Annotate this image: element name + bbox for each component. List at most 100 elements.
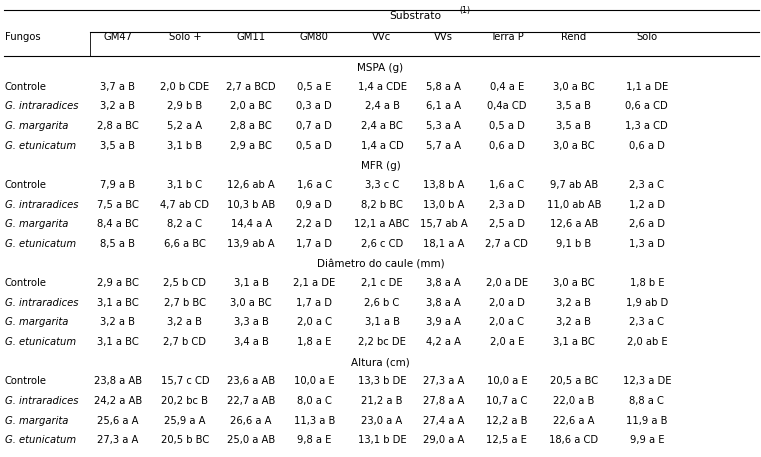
Text: 16,8 b BC: 16,8 b BC [0, 456, 1, 457]
Text: 25,9 a A: 25,9 a A [164, 416, 205, 425]
Text: 2,4 a B: 2,4 a B [365, 101, 400, 111]
Text: 2,0 a C: 2,0 a C [489, 318, 524, 327]
Text: G. margarita: G. margarita [5, 318, 68, 327]
Text: 0,5 a E: 0,5 a E [297, 82, 332, 91]
Text: 17,2 a BCD: 17,2 a BCD [0, 456, 1, 457]
Text: 2,6 b C: 2,6 b C [365, 298, 400, 308]
Text: 13,8 b A: 13,8 b A [423, 180, 464, 190]
Text: 3,3 a B: 3,3 a B [234, 318, 269, 327]
Text: 20,5 a BC: 20,5 a BC [549, 377, 598, 386]
Text: 3,1 b B: 3,1 b B [167, 141, 202, 150]
Text: Controle: Controle [5, 82, 46, 91]
Text: 0,9 a D: 0,9 a D [296, 200, 333, 209]
Text: 0,5 a D: 0,5 a D [489, 121, 525, 131]
Text: 1,2 a D: 1,2 a D [629, 200, 665, 209]
Text: G. etunicatum: G. etunicatum [0, 456, 1, 457]
Text: 3,9 a A: 3,9 a A [426, 318, 461, 327]
Text: 26,4 a A: 26,4 a A [0, 456, 1, 457]
Text: 22,7 a AB: 22,7 a AB [227, 396, 275, 406]
Text: 3,5 a B: 3,5 a B [556, 101, 591, 111]
Text: 21,2 a B: 21,2 a B [361, 396, 403, 406]
Text: 18,8 a AB: 18,8 a AB [0, 456, 1, 457]
Text: 18,1 a A: 18,1 a A [423, 239, 464, 249]
Text: 29,0 a A: 29,0 a A [423, 436, 464, 445]
Text: Fungos: Fungos [5, 32, 40, 42]
Text: G. margarita: G. margarita [5, 121, 68, 131]
Text: 8,4 a BC: 8,4 a BC [97, 219, 139, 229]
Text: G. etunicatum: G. etunicatum [5, 337, 75, 347]
Text: 3,2 a B: 3,2 a B [556, 298, 591, 308]
Text: GM47: GM47 [103, 32, 132, 42]
Text: 14,0 a CD: 14,0 a CD [0, 456, 1, 457]
Text: 15,7 c CD: 15,7 c CD [161, 377, 209, 386]
Text: 8,5 a B: 8,5 a B [100, 239, 135, 249]
Text: 14,4 ab CD: 14,4 ab CD [0, 456, 1, 457]
Text: 10,7 a C: 10,7 a C [486, 396, 527, 406]
Text: 12,2 a B: 12,2 a B [486, 416, 527, 425]
Text: G. intraradices: G. intraradices [0, 456, 1, 457]
Text: G. margarita: G. margarita [5, 416, 68, 425]
Text: 0,6 a D: 0,6 a D [489, 141, 525, 150]
Text: Rend: Rend [561, 32, 587, 42]
Text: 13,9 ab A: 13,9 ab A [228, 239, 275, 249]
Text: 20,2 bc B: 20,2 bc B [161, 396, 209, 406]
Text: 2,0 b CDE: 2,0 b CDE [161, 82, 209, 91]
Text: 2,7 b CD: 2,7 b CD [164, 337, 206, 347]
Text: GM80: GM80 [300, 32, 329, 42]
Text: 2,7 a CD: 2,7 a CD [486, 239, 528, 249]
Text: 27,3 a A: 27,3 a A [423, 377, 464, 386]
Text: 13,1 b DE: 13,1 b DE [358, 436, 406, 445]
Text: 16,8 ab BC: 16,8 ab BC [0, 456, 1, 457]
Text: 3,2 a B: 3,2 a B [100, 318, 135, 327]
Text: Controle: Controle [5, 377, 46, 386]
Text: G. intraradices: G. intraradices [5, 298, 78, 308]
Text: 1,9 ab D: 1,9 ab D [626, 298, 668, 308]
Text: 12,5 a E: 12,5 a E [486, 436, 527, 445]
Text: 3,0 a BC: 3,0 a BC [231, 298, 272, 308]
Text: 15,2 b BCD: 15,2 b BCD [0, 456, 1, 457]
Text: 18,6 a CD: 18,6 a CD [549, 436, 598, 445]
Text: VVc: VVc [372, 32, 392, 42]
Text: 3,1 a BC: 3,1 a BC [553, 337, 594, 347]
Text: 9,7 ab AB: 9,7 ab AB [549, 180, 598, 190]
Text: 18,4 a BC: 18,4 a BC [0, 456, 1, 457]
Text: 10,0 a E: 10,0 a E [294, 377, 335, 386]
Text: 3,2 a B: 3,2 a B [167, 318, 202, 327]
Text: 0,6 a D: 0,6 a D [629, 141, 665, 150]
Text: 23,8 a AB: 23,8 a AB [94, 377, 142, 386]
Text: 5,8 a A: 5,8 a A [426, 82, 461, 91]
Text: 2,6 c CD: 2,6 c CD [361, 239, 403, 249]
Text: MSPA (g): MSPA (g) [358, 63, 403, 73]
Text: 3,4 a B: 3,4 a B [234, 337, 269, 347]
Text: Diâmetro do caule (mm): Diâmetro do caule (mm) [317, 260, 444, 270]
Text: 20,5 b BC: 20,5 b BC [161, 436, 209, 445]
Text: 2,3 a D: 2,3 a D [489, 200, 525, 209]
Text: Solo: Solo [636, 32, 658, 42]
Text: 5,7 a A: 5,7 a A [426, 141, 461, 150]
Text: 3,0 a BC: 3,0 a BC [553, 278, 594, 288]
Text: 7,9 a B: 7,9 a B [100, 180, 135, 190]
Text: 8,0 a C: 8,0 a C [297, 396, 332, 406]
Text: 12,6 a AB: 12,6 a AB [549, 219, 598, 229]
Text: 2,7 a BCD: 2,7 a BCD [226, 82, 276, 91]
Text: 22,6 a A: 22,6 a A [553, 416, 594, 425]
Text: 14,4 b CD: 14,4 b CD [0, 456, 1, 457]
Text: 2,0 a DE: 2,0 a DE [486, 278, 528, 288]
Text: 3,8 a A: 3,8 a A [426, 278, 461, 288]
Text: 2,5 b CD: 2,5 b CD [164, 278, 206, 288]
Text: 3,1 a B: 3,1 a B [365, 318, 400, 327]
Text: 5,2 a A: 5,2 a A [167, 121, 202, 131]
Text: 1,4 a CDE: 1,4 a CDE [358, 82, 406, 91]
Text: 4,7 ab CD: 4,7 ab CD [161, 200, 209, 209]
Text: 2,1 c DE: 2,1 c DE [361, 278, 403, 288]
Text: 2,9 b B: 2,9 b B [167, 101, 202, 111]
Text: 12,3 a DE: 12,3 a DE [622, 377, 671, 386]
Text: 16,8 b BCD: 16,8 b BCD [0, 456, 1, 457]
Text: 2,2 a D: 2,2 a D [296, 219, 333, 229]
Text: G. margarita: G. margarita [0, 456, 1, 457]
Text: 8,2 a C: 8,2 a C [167, 219, 202, 229]
Text: G. intraradices: G. intraradices [5, 200, 78, 209]
Text: 3,0 a BC: 3,0 a BC [553, 82, 594, 91]
Text: 16,4 a BCD: 16,4 a BCD [0, 456, 1, 457]
Text: 3,5 a B: 3,5 a B [100, 141, 135, 150]
